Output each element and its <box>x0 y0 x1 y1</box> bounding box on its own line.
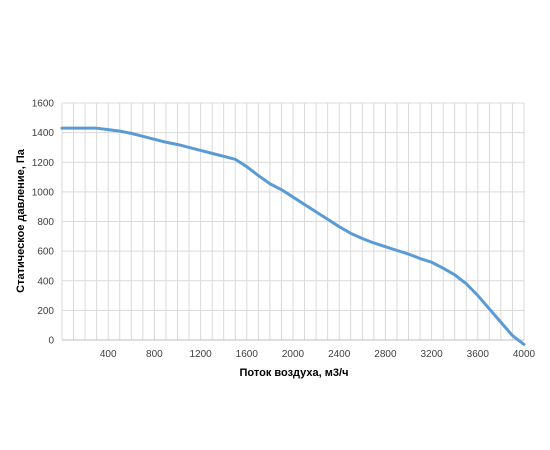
x-tick-label: 800 <box>146 349 163 360</box>
y-tick-label: 0 <box>48 336 54 347</box>
x-axis-title: Поток воздуха, м3/ч <box>240 367 349 379</box>
x-tick-label: 3200 <box>420 349 443 360</box>
axes <box>61 103 524 341</box>
y-tick-label: 200 <box>37 306 54 317</box>
x-tick-label: 2400 <box>328 349 351 360</box>
x-tick-label: 1600 <box>236 349 259 360</box>
y-tick-label: 400 <box>37 276 54 287</box>
x-tick-label: 1200 <box>189 349 212 360</box>
tick-labels: 0 200 400 600 800 1000 1200 1400 1600 400 800 1200 1… <box>32 99 536 361</box>
y-tick-label: 1400 <box>32 128 55 139</box>
y-tick-label: 600 <box>37 247 54 258</box>
x-tick-label: 400 <box>100 349 117 360</box>
x-tick-label: 4000 <box>513 349 536 360</box>
series-layer <box>60 126 526 346</box>
gridlines <box>62 102 525 340</box>
y-tick-label: 1000 <box>32 187 55 198</box>
series-line <box>60 126 526 346</box>
y-tick-label: 1200 <box>32 158 55 169</box>
x-tick-label: 2000 <box>282 349 305 360</box>
x-tick-label: 2800 <box>374 349 397 360</box>
y-tick-label: 800 <box>37 217 54 228</box>
x-tick-label: 3600 <box>467 349 490 360</box>
y-tick-label: 1600 <box>32 99 55 110</box>
y-axis-title: Статическое давление, Па <box>15 148 27 293</box>
